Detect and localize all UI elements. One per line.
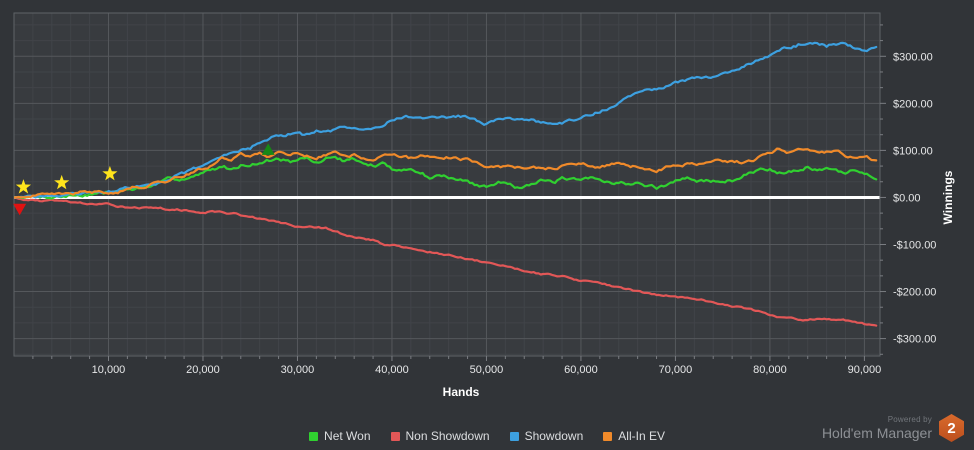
legend-label: Net Won (324, 429, 371, 443)
series-line-non-showdown (14, 196, 878, 327)
x-tick-label: 20,000 (186, 364, 220, 376)
x-tick-label: 80,000 (753, 364, 787, 376)
chart-legend: Net Won Non Showdown Showdown All-In EV (0, 429, 974, 443)
y-tick-label: -$200.00 (893, 287, 936, 299)
legend-label: Non Showdown (405, 429, 490, 443)
badge-number: 2 (947, 419, 956, 437)
legend-swatch-icon (603, 431, 613, 441)
legend-item-net-won: Net Won (309, 429, 371, 443)
x-tick-label: 60,000 (564, 364, 598, 376)
x-tick-label: 70,000 (659, 364, 693, 376)
series-line-showdown (14, 41, 878, 199)
legend-label: Showdown (524, 429, 584, 443)
legend-swatch-icon (390, 431, 400, 441)
triangle-down-marker-icon (13, 203, 27, 216)
y-axis-title: Winnings (941, 170, 955, 224)
x-tick-label: 10,000 (92, 364, 126, 376)
y-tick-label: $0.00 (893, 192, 921, 204)
x-tick-label: 50,000 (470, 364, 504, 376)
x-tick-label: 30,000 (281, 364, 315, 376)
series-line-all-in-ev (14, 147, 878, 199)
y-tick-label: $300.00 (893, 51, 933, 63)
legend-swatch-icon (509, 431, 519, 441)
star-marker-icon (102, 165, 118, 181)
brand-name: Hold'em Manager (821, 424, 932, 441)
star-marker-icon (15, 179, 32, 194)
plot-border (13, 12, 881, 357)
winnings-chart: 10,000 20,000 30,000 40,000 50,000 60,000 70,0… (13, 12, 955, 399)
legend-item-showdown: Showdown (509, 429, 584, 443)
y-tick-label: -$100.00 (893, 239, 936, 251)
branding: Powered by Hold'em Manager 2 (822, 414, 964, 442)
y-tick-label: $100.00 (893, 145, 933, 157)
x-tick-label: 90,000 (848, 364, 882, 376)
star-marker-icon (54, 174, 70, 190)
hm2-badge-icon: 2 (939, 414, 964, 442)
legend-item-non-showdown: Non Showdown (390, 429, 490, 443)
x-tick-label: 40,000 (375, 364, 409, 376)
legend-item-all-in-ev: All-In EV (603, 429, 665, 443)
legend-swatch-icon (309, 431, 319, 441)
y-tick-label: $200.00 (893, 98, 933, 110)
y-tick-label: -$300.00 (893, 334, 936, 346)
x-axis-title: Hands (443, 385, 480, 399)
triangle-up-marker-icon (261, 143, 275, 155)
powered-by-label: Powered by (887, 415, 932, 425)
legend-label: All-In EV (618, 429, 665, 443)
